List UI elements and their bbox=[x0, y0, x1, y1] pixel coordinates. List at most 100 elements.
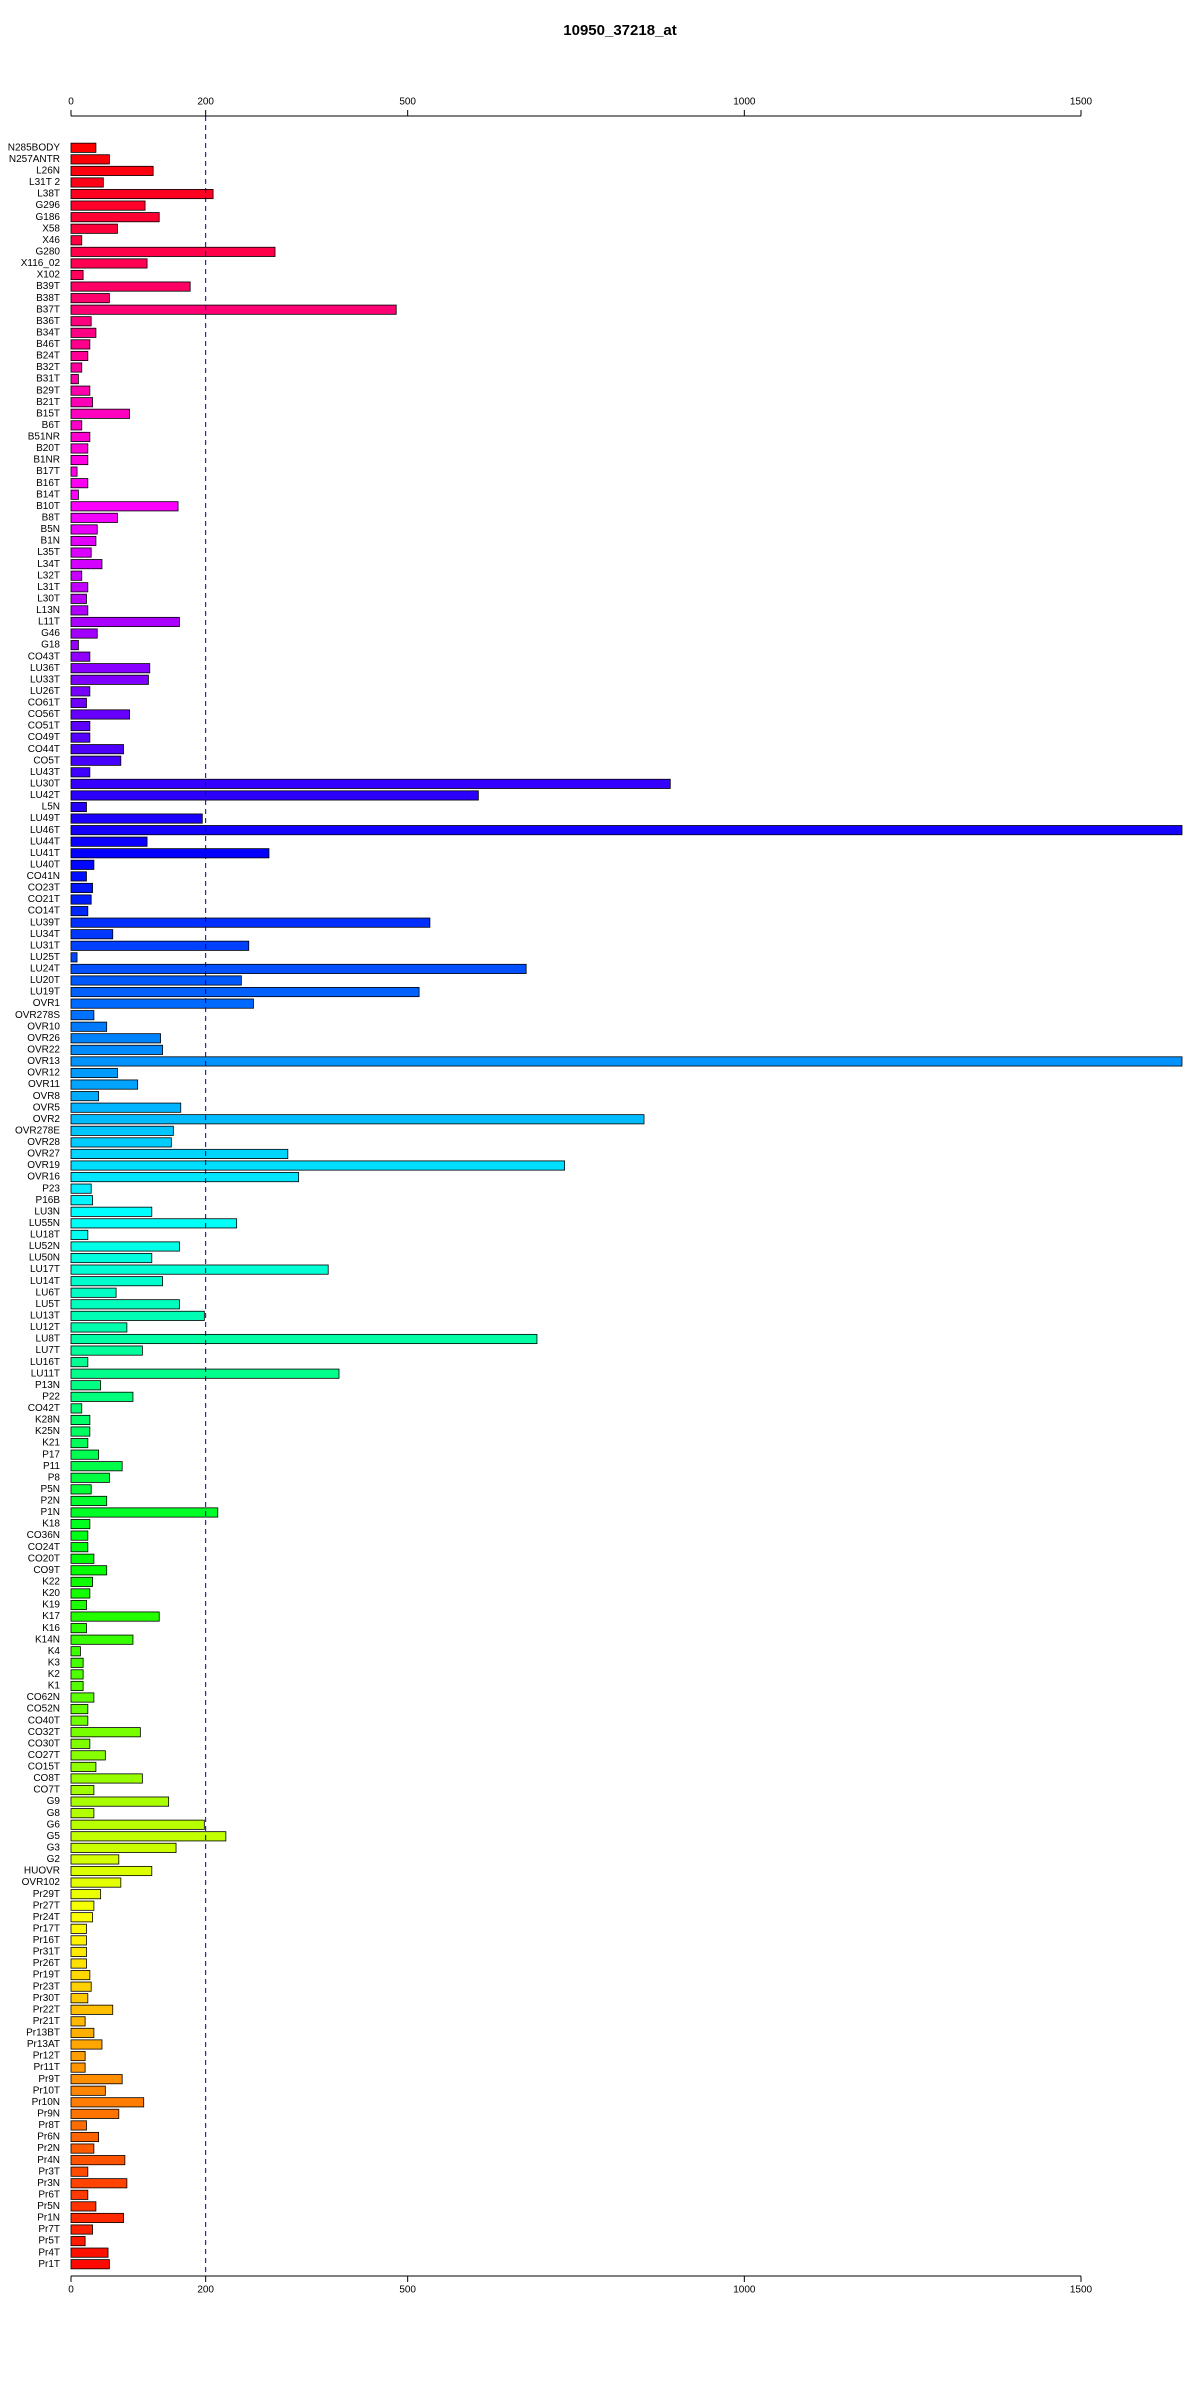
bar bbox=[70, 605, 89, 616]
y-tick-label: OVR19 bbox=[27, 1160, 60, 1171]
bar bbox=[70, 1993, 89, 2004]
bar bbox=[70, 1727, 141, 1738]
bar bbox=[70, 1044, 163, 1055]
y-tick-label: LU43T bbox=[30, 767, 60, 778]
y-tick-label: X116_02 bbox=[21, 258, 61, 269]
bar bbox=[70, 524, 98, 535]
bar bbox=[70, 559, 103, 570]
y-tick-label: B16T bbox=[36, 478, 60, 489]
bar bbox=[70, 1970, 91, 1981]
y-tick-label: CO32T bbox=[28, 1727, 60, 1738]
y-tick-label: B24T bbox=[36, 351, 60, 362]
y-tick-label: CO42T bbox=[28, 1403, 60, 1414]
bar bbox=[70, 836, 148, 847]
y-tick-label: K16 bbox=[42, 1623, 60, 1634]
bar bbox=[70, 1889, 102, 1900]
bar bbox=[70, 882, 93, 893]
y-tick-label: L26N bbox=[36, 166, 60, 177]
chart-title: 10950_37218_at bbox=[563, 22, 676, 39]
bar bbox=[70, 709, 130, 720]
bar bbox=[70, 686, 91, 697]
y-tick-label: B36T bbox=[36, 316, 60, 327]
bar bbox=[70, 593, 87, 604]
bar bbox=[70, 2016, 86, 2027]
y-tick-label: P2N bbox=[41, 1496, 60, 1507]
bar bbox=[70, 269, 84, 281]
y-tick-label: OVR13 bbox=[27, 1056, 60, 1067]
y-tick-label: Pr12T bbox=[33, 2051, 60, 2062]
y-tick-label: LU6T bbox=[36, 1287, 60, 1298]
y-tick-label: CO24T bbox=[28, 1542, 60, 1553]
bar bbox=[70, 1785, 95, 1796]
y-tick-label: N285BODY bbox=[8, 142, 61, 153]
bar bbox=[70, 2131, 100, 2143]
y-tick-label: LU49T bbox=[30, 813, 60, 824]
bar bbox=[70, 1657, 84, 1668]
bar bbox=[70, 2027, 95, 2038]
y-tick-label: Pr5T bbox=[38, 2236, 60, 2247]
y-tick-label: L5N bbox=[42, 802, 60, 813]
bar bbox=[70, 1380, 102, 1391]
y-tick-label: Pr23T bbox=[33, 1981, 60, 1992]
y-tick-label: LU33T bbox=[30, 674, 60, 685]
bar bbox=[70, 1067, 118, 1079]
y-tick-label: K4 bbox=[48, 1646, 61, 1657]
x-tick-label: 1500 bbox=[1070, 97, 1093, 108]
y-tick-label: Pr9T bbox=[38, 2074, 60, 2085]
bar bbox=[70, 362, 83, 373]
bar bbox=[70, 1611, 160, 1622]
bar bbox=[70, 1507, 219, 1518]
bar bbox=[70, 1669, 84, 1680]
bar bbox=[70, 917, 431, 928]
bar bbox=[70, 1484, 92, 1495]
bar bbox=[70, 1102, 182, 1113]
y-tick-label: CO40T bbox=[28, 1715, 60, 1726]
bar bbox=[70, 697, 87, 708]
bar bbox=[70, 2074, 123, 2085]
bar bbox=[70, 1137, 172, 1148]
bar bbox=[70, 998, 254, 1009]
y-tick-label: P11 bbox=[43, 1461, 60, 1472]
bar bbox=[70, 455, 89, 466]
bar bbox=[70, 1831, 227, 1842]
bar bbox=[70, 1125, 174, 1136]
bar bbox=[70, 1241, 180, 1252]
bar bbox=[70, 570, 83, 581]
bar bbox=[70, 1333, 538, 1345]
y-tick-label: LU26T bbox=[30, 686, 60, 697]
y-tick-label: OVR10 bbox=[27, 1021, 60, 1032]
y-tick-label: OVR278E bbox=[15, 1125, 60, 1136]
bar bbox=[70, 1079, 139, 1090]
y-tick-label: LU40T bbox=[30, 859, 60, 870]
y-tick-label: CO44T bbox=[28, 744, 60, 755]
bar bbox=[70, 975, 242, 986]
x-tick-label: 1000 bbox=[733, 2285, 756, 2296]
y-tick-label: CO9T bbox=[33, 1565, 60, 1576]
y-tick-label: K1 bbox=[48, 1681, 61, 1692]
bar bbox=[70, 825, 1183, 836]
y-tick-label: OVR26 bbox=[27, 1033, 60, 1044]
y-tick-label: X58 bbox=[42, 223, 60, 234]
x-tick-label: 0 bbox=[68, 2285, 74, 2296]
y-tick-label: G186 bbox=[36, 212, 61, 223]
y-tick-label: Pr19T bbox=[33, 1970, 60, 1981]
y-tick-label: CO30T bbox=[28, 1738, 60, 1749]
y-tick-label: Pr22T bbox=[33, 2004, 60, 2015]
y-tick-label: L13N bbox=[36, 605, 60, 616]
bar bbox=[70, 1438, 89, 1449]
bar bbox=[70, 2108, 120, 2119]
y-tick-label: L31T bbox=[37, 582, 60, 593]
bar bbox=[70, 339, 91, 350]
bar bbox=[70, 848, 270, 859]
bar bbox=[70, 674, 149, 685]
bar bbox=[70, 2259, 110, 2270]
y-tick-label: CO8T bbox=[33, 1773, 60, 1784]
y-tick-label: Pr9N bbox=[37, 2109, 60, 2120]
bar bbox=[70, 547, 92, 558]
y-tick-label: LU16T bbox=[30, 1357, 60, 1368]
bar bbox=[70, 293, 110, 304]
y-tick-label: CO5T bbox=[33, 755, 60, 766]
y-tick-label: G3 bbox=[47, 1843, 61, 1854]
bar bbox=[70, 1229, 89, 1240]
bar bbox=[70, 1623, 87, 1634]
